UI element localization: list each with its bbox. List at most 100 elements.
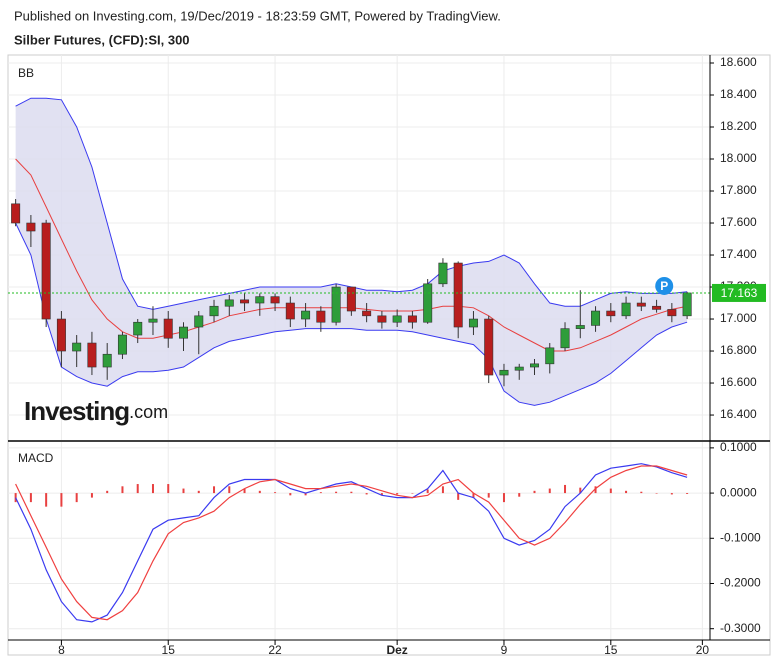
y-tick-label: -0.1000 bbox=[720, 530, 761, 544]
y-tick-label: 0.1000 bbox=[720, 440, 757, 454]
histogram-bar bbox=[213, 486, 216, 494]
histogram-bar bbox=[151, 484, 154, 494]
candle-body bbox=[41, 222, 51, 320]
histogram-bar bbox=[533, 490, 536, 494]
histogram-bar bbox=[640, 491, 643, 494]
candle-body bbox=[102, 353, 112, 368]
histogram-bar bbox=[197, 490, 200, 494]
y-tick-label: 16.400 bbox=[720, 407, 757, 421]
y-tick-label: 17.800 bbox=[720, 183, 757, 197]
x-tick-label: 20 bbox=[696, 643, 710, 657]
candle-body bbox=[72, 342, 82, 352]
histogram-bar bbox=[502, 493, 505, 503]
candle-body bbox=[133, 321, 143, 336]
y-tick-label: 17.600 bbox=[720, 215, 757, 229]
y-tick-label: 17.000 bbox=[720, 311, 757, 325]
candle-body bbox=[652, 305, 662, 310]
histogram-bar bbox=[350, 491, 353, 494]
candle-body bbox=[362, 310, 372, 317]
histogram-bar bbox=[365, 493, 368, 495]
x-tick-label: 8 bbox=[58, 643, 65, 657]
candle-body bbox=[682, 292, 692, 317]
x-tick-label: 9 bbox=[501, 643, 508, 657]
histogram-bar bbox=[579, 487, 582, 494]
candle-body bbox=[392, 315, 402, 323]
candle-body bbox=[667, 309, 677, 317]
candle-body bbox=[285, 302, 295, 320]
histogram-bar bbox=[686, 493, 689, 494]
histogram-bar bbox=[289, 493, 292, 496]
histogram-bar bbox=[75, 493, 78, 503]
y-tick-label: 18.000 bbox=[720, 151, 757, 165]
y-tick-label: 16.800 bbox=[720, 343, 757, 357]
histogram-bar bbox=[228, 486, 231, 494]
candle-body bbox=[148, 318, 158, 323]
histogram-bar bbox=[457, 493, 460, 500]
histogram-bar bbox=[396, 493, 399, 495]
candle-body bbox=[346, 286, 356, 312]
macd-line bbox=[15, 465, 688, 621]
x-tick-label: 22 bbox=[268, 643, 282, 657]
histogram-bar bbox=[182, 488, 185, 494]
histogram-bar bbox=[243, 488, 246, 494]
candle-body bbox=[255, 296, 265, 304]
y-tick-label: 17.400 bbox=[720, 247, 757, 261]
histogram-bar bbox=[60, 493, 63, 507]
indicator-label: BB bbox=[18, 66, 34, 80]
candle-body bbox=[453, 262, 463, 328]
candle-body bbox=[194, 315, 204, 328]
y-tick-label: 16.600 bbox=[720, 375, 757, 389]
frame bbox=[7, 54, 771, 656]
marker-label: P bbox=[660, 279, 668, 293]
indicator-label: MACD bbox=[18, 451, 54, 465]
candle-body bbox=[224, 299, 234, 307]
histogram-bar bbox=[625, 490, 628, 494]
candle-body bbox=[484, 318, 494, 376]
candle-body bbox=[438, 262, 448, 285]
candle-body bbox=[560, 328, 570, 349]
marker-badge bbox=[655, 276, 674, 295]
candle-body bbox=[56, 318, 66, 352]
histogram-bar bbox=[380, 493, 383, 496]
histogram-bar bbox=[518, 493, 521, 497]
candle-body bbox=[606, 310, 616, 317]
candle-body bbox=[575, 325, 585, 329]
y-tick-label: 18.600 bbox=[720, 55, 757, 69]
candle-body bbox=[530, 363, 539, 368]
histogram-bar bbox=[45, 493, 48, 507]
histogram-bar bbox=[487, 493, 490, 498]
histogram-bar bbox=[121, 486, 124, 494]
macd-line bbox=[15, 463, 688, 623]
candle-body bbox=[11, 203, 21, 224]
band-fill bbox=[15, 98, 688, 406]
logo-main: Investing bbox=[24, 396, 129, 426]
candle-body bbox=[423, 283, 433, 323]
last-price-label: 17.163 bbox=[721, 286, 758, 300]
candle-body bbox=[117, 334, 127, 355]
y-tick-label: -0.2000 bbox=[720, 576, 761, 590]
histogram-bar bbox=[90, 493, 93, 498]
histogram-bar bbox=[670, 493, 673, 495]
candle-body bbox=[636, 302, 646, 307]
histogram-bar bbox=[319, 492, 322, 494]
histogram-bar bbox=[136, 484, 139, 494]
candle-body bbox=[377, 315, 387, 323]
y-tick-label: 18.200 bbox=[720, 119, 757, 133]
histogram-bar bbox=[167, 484, 170, 494]
candle-body bbox=[270, 296, 280, 304]
instrument-title: Silber Futures, (CFD):SI, 300 bbox=[14, 32, 190, 47]
histogram-bar bbox=[426, 489, 429, 494]
histogram-bar bbox=[564, 484, 567, 494]
candle-body bbox=[545, 347, 555, 365]
x-tick-label: Dez bbox=[386, 643, 407, 657]
candle-body bbox=[468, 318, 478, 328]
x-tick-label: 15 bbox=[162, 643, 176, 657]
candle-body bbox=[87, 342, 97, 368]
histogram-bar bbox=[441, 486, 444, 494]
logo-suffix: .com bbox=[129, 402, 168, 422]
histogram-bar bbox=[609, 488, 612, 494]
histogram-bar bbox=[411, 493, 414, 494]
histogram-bar bbox=[274, 492, 277, 494]
histogram-bar bbox=[106, 490, 109, 494]
